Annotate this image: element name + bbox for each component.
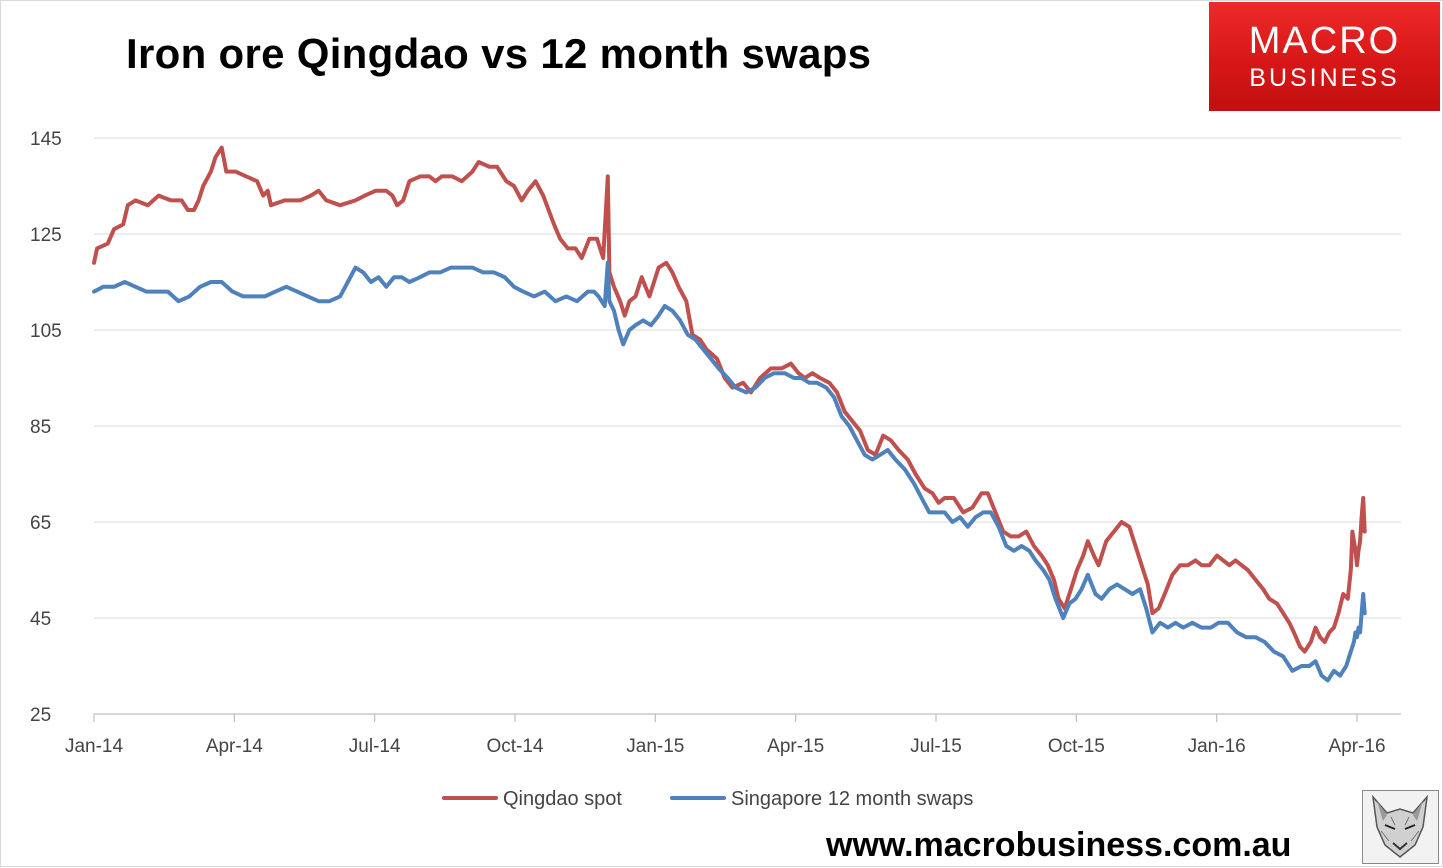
y-tick-label-85: 85 [30,417,51,438]
legend-label-1: Singapore 12 month swaps [731,788,973,810]
series-line-singapore-swaps [92,260,1367,683]
legend-label-0: Qingdao spot [503,788,622,810]
x-tick-label-8: Jan-16 [1188,736,1246,757]
macrobusiness-logo: MACRO BUSINESS [1209,2,1440,111]
x-tick-label-2: Jul-14 [349,736,401,757]
x-tick-label-1: Apr-14 [206,736,263,757]
series-lines [92,145,1367,683]
x-tick-label-0: Jan-14 [65,736,124,757]
axes: 25 45 65 85 105 125 145 Jan-14 Apr-14 Jul-14 Oct-1… [30,129,1401,757]
logo-line-business: BUSINESS [1249,64,1400,92]
y-tick-label-125: 125 [30,225,62,246]
logo-line-macro: MACRO [1248,20,1401,62]
series-line-qingdao-spot [92,145,1367,654]
x-tick-label-9: Apr-16 [1328,736,1385,757]
y-tick-label-25: 25 [30,705,51,726]
y-tick-label-105: 105 [30,321,62,342]
y-tick-label-65: 65 [30,513,51,534]
x-tick-label-3: Oct-14 [486,736,543,757]
wolf-logo-icon [1362,790,1439,864]
chart-title: Iron ore Qingdao vs 12 month swaps [126,30,872,77]
website-url: www.macrobusiness.com.au [826,826,1292,864]
y-tick-label-45: 45 [30,609,51,630]
gridlines [94,137,1401,619]
x-tick-label-7: Oct-15 [1048,736,1105,757]
y-tick-label-145: 145 [30,129,62,150]
x-tick-label-5: Apr-15 [767,736,824,757]
x-tick-label-4: Jan-15 [626,736,684,757]
legend: Qingdao spot Singapore 12 month swaps [442,788,973,810]
x-tick-label-6: Jul-15 [910,736,962,757]
